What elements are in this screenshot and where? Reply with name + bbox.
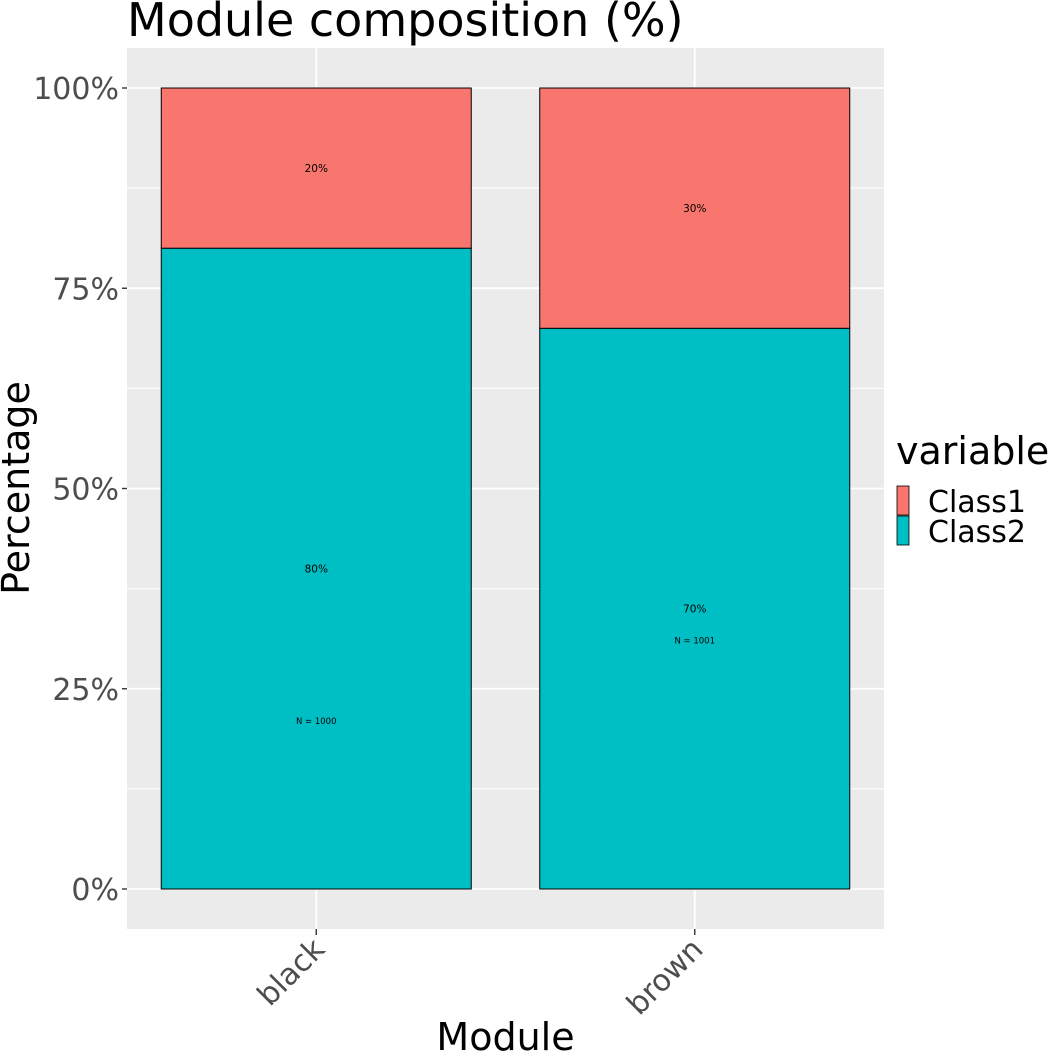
bar-class1-brown	[539, 87, 851, 329]
legend-key-class1	[896, 485, 910, 516]
y-tick-label: 0%	[71, 873, 119, 908]
legend-label-class2: Class2	[928, 515, 1026, 550]
x-tick-label: black	[251, 931, 332, 1012]
bars	[160, 87, 851, 890]
y-tick-label: 25%	[52, 673, 119, 708]
legend: variable Class1 Class2	[896, 429, 1049, 550]
y-axis: 0% 25% 50% 75% 100%	[33, 72, 127, 908]
x-axis: black brown	[251, 929, 710, 1022]
bar-class2-black	[160, 247, 472, 890]
bar-value-label: 80%	[305, 564, 328, 576]
legend-title: variable	[896, 429, 1049, 473]
bar-class1-black	[160, 87, 472, 249]
y-tick-label: 75%	[52, 272, 119, 307]
n-label: N = 1001	[674, 637, 715, 647]
x-tick-label: brown	[620, 932, 710, 1022]
n-label: N = 1000	[296, 717, 337, 727]
bar-labels: 80% 20% N = 1000 70% 30% N = 1001	[296, 163, 715, 727]
y-tick-label: 50%	[52, 473, 119, 508]
bar-value-label: 70%	[683, 604, 706, 616]
chart-title: Module composition (%)	[127, 0, 684, 47]
y-axis-title: Percentage	[0, 381, 38, 595]
y-tick-label: 100%	[33, 72, 119, 107]
legend-label-class1: Class1	[928, 485, 1026, 520]
legend-key-class2	[896, 515, 910, 546]
x-axis-title: Module	[436, 1015, 574, 1059]
bar-value-label: 30%	[683, 203, 706, 215]
bar-class2-brown	[539, 327, 851, 890]
bar-value-label: 20%	[305, 163, 328, 175]
